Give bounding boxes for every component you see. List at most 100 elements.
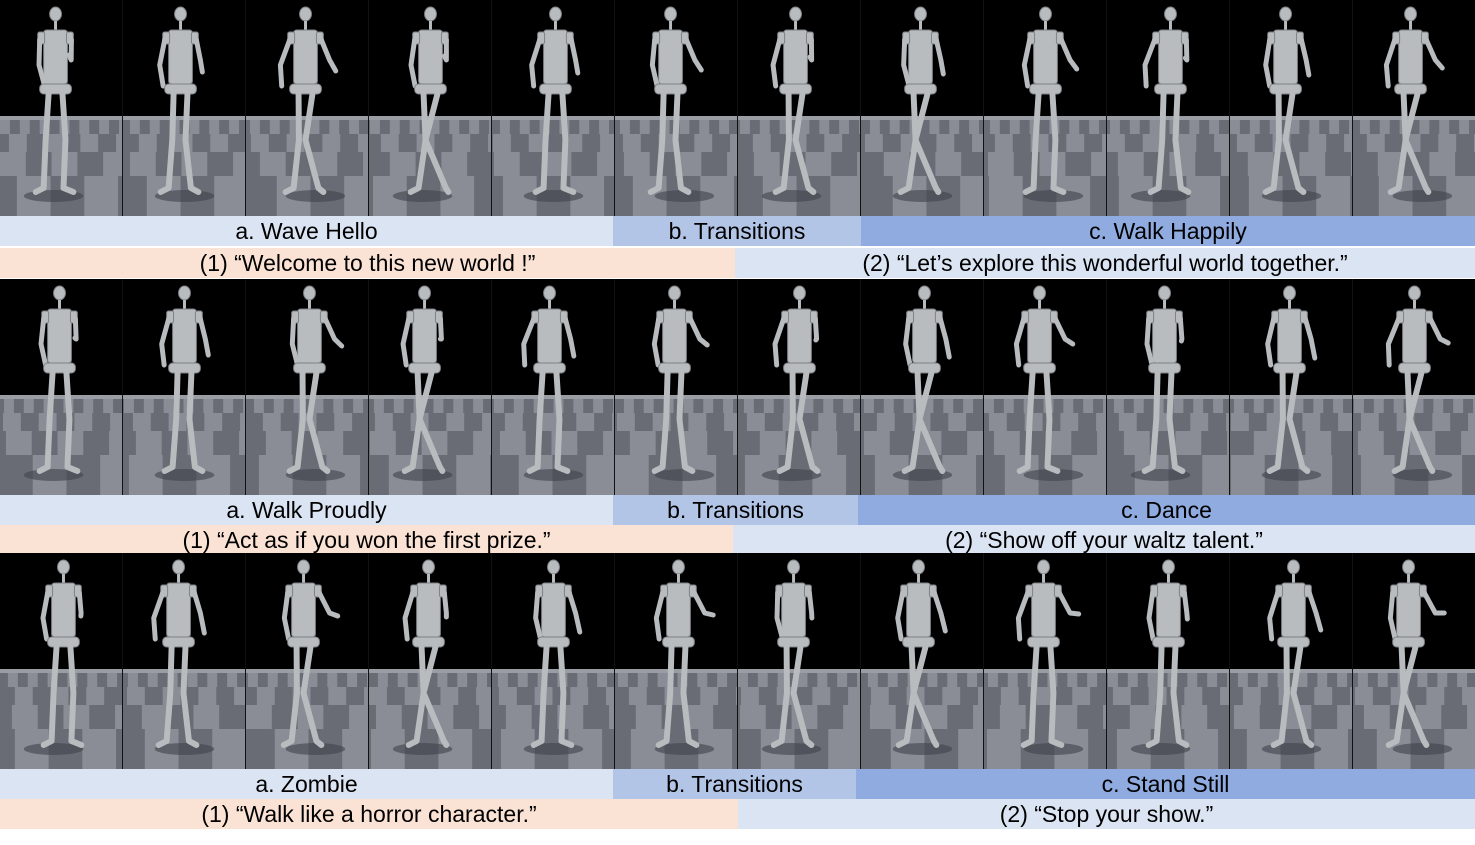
robot-frame-image bbox=[1107, 553, 1229, 769]
robot-frame-image bbox=[1353, 0, 1475, 216]
robot-frame bbox=[492, 279, 615, 495]
robot-frame bbox=[984, 279, 1107, 495]
robot-figure bbox=[901, 285, 952, 474]
robot-figure bbox=[40, 559, 85, 748]
robot-frame bbox=[246, 279, 369, 495]
label-b: b. Transitions bbox=[613, 216, 861, 246]
robot-frame-image bbox=[1230, 0, 1352, 216]
robot-frame bbox=[369, 0, 492, 216]
robot-figure bbox=[895, 559, 948, 748]
robot-figure bbox=[32, 6, 77, 195]
robot-frame-image bbox=[738, 279, 860, 495]
robot-frame-image bbox=[1353, 279, 1475, 495]
robot-figure bbox=[897, 6, 946, 195]
robot-frame-image bbox=[738, 0, 860, 216]
robot-frame-image bbox=[861, 279, 983, 495]
robot-frame bbox=[861, 0, 984, 216]
robot-figure bbox=[1145, 559, 1190, 748]
robot-figure bbox=[280, 559, 341, 748]
robot-frame bbox=[1107, 279, 1230, 495]
robot-frame-strip bbox=[0, 553, 1475, 769]
robot-frame-image bbox=[1230, 279, 1352, 495]
robot-frame bbox=[492, 553, 615, 769]
robot-frame-image bbox=[0, 553, 122, 769]
robot-frame-image bbox=[615, 0, 737, 216]
robot-frame-image bbox=[492, 553, 614, 769]
robot-frame bbox=[1353, 279, 1475, 495]
instruction-first: (1) “Welcome to this new world !” bbox=[0, 248, 735, 278]
instruction-second: (2) “Let’s explore this wonderful world … bbox=[735, 248, 1475, 278]
robot-figure bbox=[529, 6, 581, 195]
robot-frame-image bbox=[0, 279, 122, 495]
robot-figure bbox=[400, 285, 446, 474]
instruction-second: (2) “Stop your show.” bbox=[738, 799, 1475, 829]
robot-figure bbox=[1385, 559, 1447, 748]
robot-frame-image bbox=[369, 553, 491, 769]
robot-figure bbox=[151, 559, 207, 748]
robot-frame-image bbox=[1107, 0, 1229, 216]
robot-frame-image bbox=[369, 279, 491, 495]
robot-frame bbox=[1107, 553, 1230, 769]
robot-frame bbox=[123, 0, 246, 216]
label-a: a. Zombie bbox=[0, 769, 613, 799]
robot-frame bbox=[984, 0, 1107, 216]
robot-figure bbox=[286, 285, 345, 474]
robot-frame bbox=[615, 279, 738, 495]
robot-frame bbox=[738, 0, 861, 216]
label-a: a. Walk Proudly bbox=[0, 495, 613, 525]
robot-frame bbox=[615, 0, 738, 216]
robot-frame bbox=[123, 279, 246, 495]
robot-figure bbox=[1142, 6, 1192, 195]
robot-frame-image bbox=[123, 553, 245, 769]
robot-frame bbox=[0, 0, 123, 216]
robot-frame-image bbox=[984, 553, 1106, 769]
robot-frame bbox=[0, 553, 123, 769]
robot-figure bbox=[770, 6, 817, 195]
robot-frame-image bbox=[123, 0, 245, 216]
instruction-first: (1) “Walk like a horror character.” bbox=[0, 799, 738, 829]
robot-figure bbox=[770, 559, 815, 748]
robot-frame-image bbox=[984, 0, 1106, 216]
robot-figure bbox=[159, 285, 211, 474]
robot-frame bbox=[738, 279, 861, 495]
robot-figure bbox=[772, 285, 821, 474]
robot-frame-image bbox=[492, 279, 614, 495]
label-c: c. Dance bbox=[858, 495, 1475, 525]
robot-frame bbox=[1230, 0, 1353, 216]
label-a: a. Wave Hello bbox=[0, 216, 613, 246]
robot-figure bbox=[651, 285, 710, 474]
robot-frame bbox=[738, 553, 861, 769]
robot-figure bbox=[653, 559, 716, 748]
robot-frame bbox=[1230, 279, 1353, 495]
robot-frame-image bbox=[1107, 279, 1229, 495]
robot-figure bbox=[1262, 6, 1312, 195]
instruction-first: (1) “Act as if you won the first prize.” bbox=[0, 525, 733, 555]
robot-frame-image bbox=[123, 279, 245, 495]
robot-figure bbox=[1267, 559, 1324, 748]
robot-frame bbox=[246, 0, 369, 216]
robot-figure bbox=[1385, 285, 1451, 474]
robot-frame-image bbox=[1353, 553, 1475, 769]
robot-frame bbox=[369, 279, 492, 495]
robot-frame-image bbox=[738, 553, 860, 769]
robot-frame-image bbox=[492, 0, 614, 216]
robot-figure bbox=[277, 6, 339, 195]
robot-frame-image bbox=[615, 553, 737, 769]
robot-frame bbox=[1353, 553, 1475, 769]
robot-figure bbox=[1013, 285, 1076, 474]
label-c: c. Stand Still bbox=[856, 769, 1475, 799]
robot-frame-image bbox=[861, 0, 983, 216]
robot-figure bbox=[157, 6, 205, 195]
robot-frame bbox=[1230, 553, 1353, 769]
label-c: c. Walk Happily bbox=[861, 216, 1475, 246]
robot-frame bbox=[123, 553, 246, 769]
robot-frame bbox=[984, 553, 1107, 769]
robot-figure bbox=[407, 6, 452, 195]
robot-frame bbox=[861, 279, 984, 495]
robot-frame-image bbox=[246, 279, 368, 495]
robot-frame-image bbox=[246, 553, 368, 769]
robot-figure bbox=[36, 285, 81, 474]
robot-figure bbox=[530, 559, 583, 748]
robot-frame bbox=[369, 553, 492, 769]
robot-frame-image bbox=[246, 0, 368, 216]
